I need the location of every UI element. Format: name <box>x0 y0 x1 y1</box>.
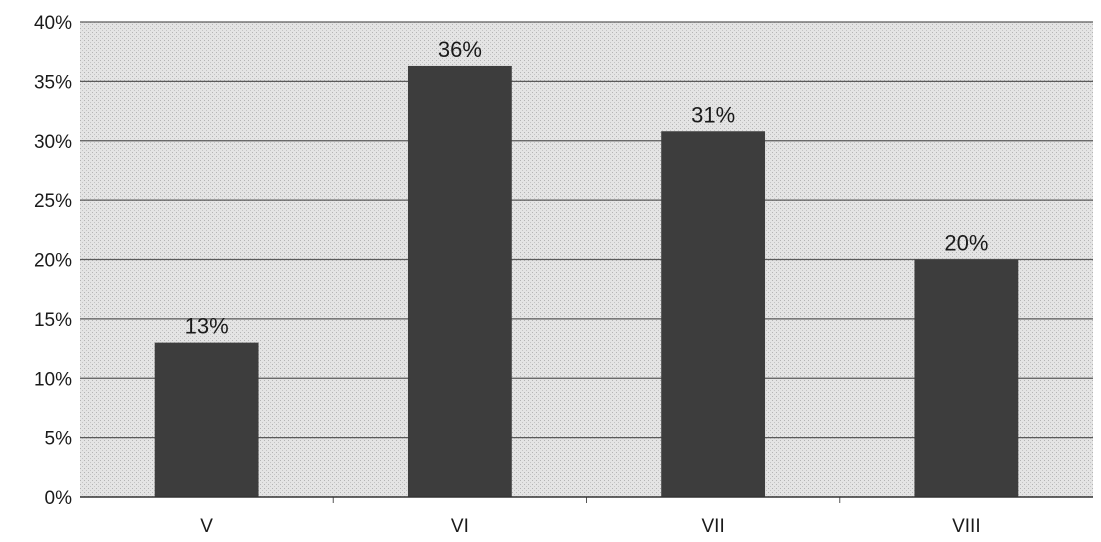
data-label-vii: 31% <box>691 102 735 127</box>
data-label-vi: 36% <box>438 37 482 62</box>
bar-vii <box>661 131 766 497</box>
y-tick-label: 25% <box>34 191 72 212</box>
y-tick-label: 30% <box>34 132 72 153</box>
bars <box>154 65 1019 497</box>
y-tick-label: 40% <box>34 13 72 34</box>
x-tick-label: VII <box>702 516 725 537</box>
y-tick-label: 0% <box>45 488 73 509</box>
y-tick-label: 10% <box>34 369 72 390</box>
y-tick-label: 15% <box>34 310 72 331</box>
data-label-viii: 20% <box>944 231 988 256</box>
data-labels: 13% 36% 31% 20% <box>185 37 989 339</box>
y-tick-label: 5% <box>45 429 73 450</box>
y-axis-tick-labels: 0% 5% 10% 15% 20% 25% 30% 35% 40% <box>34 13 72 509</box>
x-tick-label: V <box>200 516 213 537</box>
bar-vi <box>407 65 512 497</box>
data-label-v: 13% <box>185 314 229 339</box>
x-tick-label: VI <box>451 516 469 537</box>
x-tick-label: VIII <box>952 516 981 537</box>
bar-v <box>154 342 259 497</box>
x-axis-tick-labels: V VI VII VIII <box>200 497 981 537</box>
y-tick-label: 20% <box>34 251 72 272</box>
bar-viii <box>914 259 1019 497</box>
y-tick-label: 35% <box>34 72 72 93</box>
